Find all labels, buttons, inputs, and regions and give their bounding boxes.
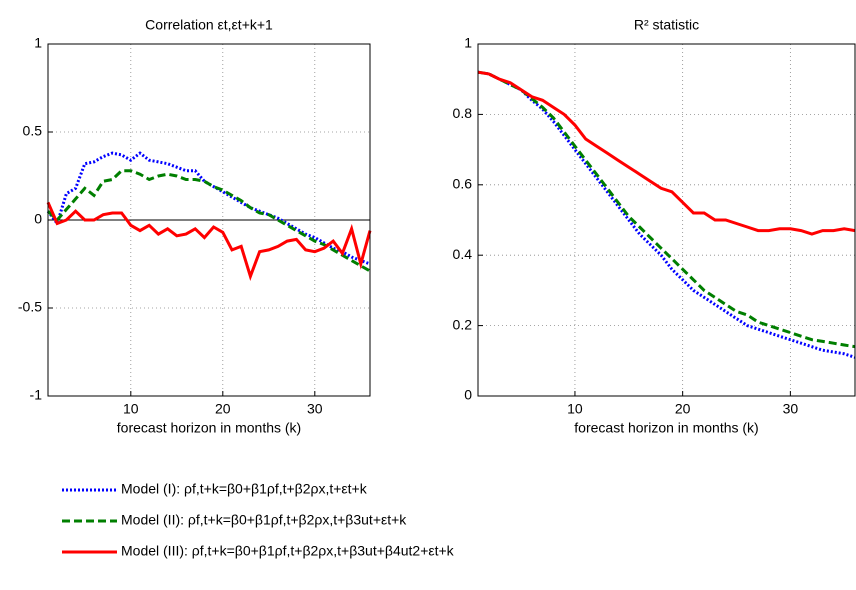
y-tick-label: 0.6 xyxy=(453,176,473,192)
y-tick-label: 0.8 xyxy=(453,105,473,121)
y-tick-label: -1 xyxy=(30,387,43,403)
x-tick-label: 30 xyxy=(307,401,323,417)
axes-box xyxy=(477,43,856,397)
series-line xyxy=(46,169,371,273)
y-tick-label: 0 xyxy=(34,211,42,227)
y-tick-label: 1 xyxy=(34,35,42,51)
axes-box xyxy=(47,43,371,397)
y-tick-label: 1 xyxy=(464,35,472,51)
y-tick-label: -0.5 xyxy=(18,299,42,315)
x-axis-label: forecast horizon in months (k) xyxy=(117,420,301,436)
series-line xyxy=(477,70,856,349)
x-tick-label: 30 xyxy=(783,401,799,417)
chart-title: R² statistic xyxy=(634,17,699,33)
y-tick-label: 0.5 xyxy=(23,123,43,139)
x-tick-label: 10 xyxy=(123,401,139,417)
x-tick-label: 20 xyxy=(215,401,231,417)
legend-label: Model (II): ρf,t+k=β0+β1ρf,t+β2ρx,t+β3ut… xyxy=(121,512,407,528)
y-tick-label: 0 xyxy=(464,387,472,403)
x-tick-label: 10 xyxy=(567,401,583,417)
chart-title: Correlation εt,εt+k+1 xyxy=(145,17,273,33)
legend-label: Model (I): ρf,t+k=β0+β1ρf,t+β2ρx,t+εt+k xyxy=(121,481,368,497)
x-axis-label: forecast horizon in months (k) xyxy=(574,420,758,436)
x-tick-label: 20 xyxy=(675,401,691,417)
series-line xyxy=(46,201,372,281)
y-tick-label: 0.2 xyxy=(453,316,473,332)
series-line xyxy=(46,151,371,266)
legend-label: Model (III): ρf,t+k=β0+β1ρf,t+β2ρx,t+β3u… xyxy=(121,543,455,559)
y-tick-label: 0.4 xyxy=(453,246,473,262)
plot-area xyxy=(478,44,855,396)
series-line xyxy=(477,70,856,236)
